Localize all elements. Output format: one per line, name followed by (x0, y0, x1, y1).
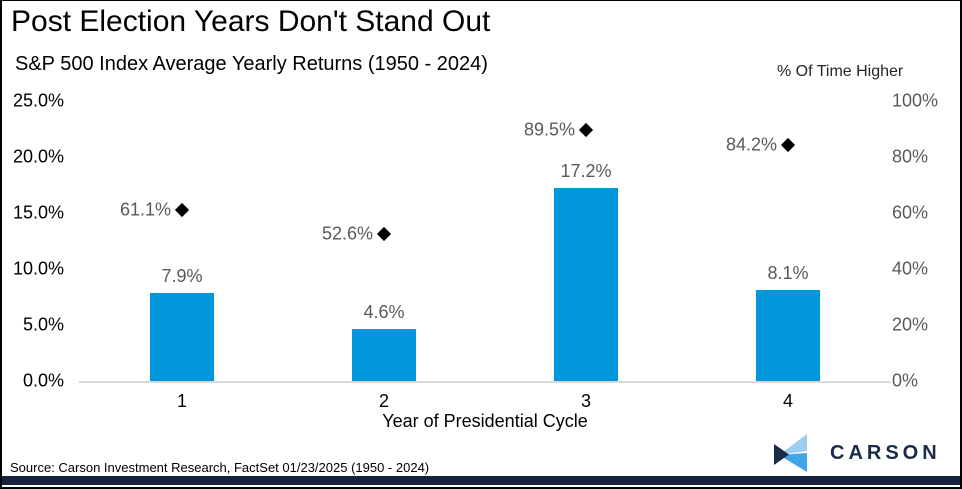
x-axis-tick-label: 4 (782, 391, 794, 411)
marker-value-label: 84.2% (725, 134, 777, 155)
right-axis-tick-label: 40% (892, 258, 929, 279)
left-axis-ticks: 25.0% 20.0% 15.0% 10.0% 5.0% 0.0% (2, 91, 64, 391)
diamond-marker-icon (174, 202, 190, 217)
right-axis-tick-label: 0% (892, 370, 919, 391)
carson-logo-text: CARSON (830, 441, 941, 464)
chart-subtitle: S&P 500 Index Average Yearly Returns (19… (15, 53, 488, 75)
bar-value-label: 7.9% (161, 265, 203, 286)
return-bar (756, 290, 820, 381)
right-axis-ticks: 100% 80% 60% 40% 20% 0% (892, 91, 958, 391)
diamond-marker-icon (376, 226, 392, 241)
left-axis-tick-label: 20.0% (12, 146, 64, 167)
left-axis-tick-label: 25.0% (12, 90, 64, 111)
marker-value-label: 89.5% (523, 119, 575, 140)
carson-logo-icon (774, 434, 807, 472)
return-bar (150, 292, 214, 381)
category-column: 7.9% 61.1% 1 (81, 101, 283, 411)
category-column: 8.1% 84.2% 4 (687, 101, 889, 411)
right-axis-tick-label: 80% (892, 146, 929, 167)
right-axis-tick-label: 20% (892, 314, 929, 335)
diamond-marker-icon (780, 138, 796, 153)
x-axis-line (79, 381, 891, 383)
bottom-accent-bar (2, 476, 960, 485)
right-axis-tick-label: 100% (892, 90, 939, 111)
x-axis-tick-label: 2 (378, 391, 390, 411)
left-axis-tick-label: 15.0% (12, 202, 64, 223)
right-axis-tick-label: 60% (892, 202, 929, 223)
right-axis-title: % Of Time Higher (777, 63, 904, 80)
category-column: 4.6% 52.6% 2 (283, 101, 485, 411)
left-axis-tick-label: 5.0% (22, 314, 64, 335)
carson-logo: CARSON (774, 434, 941, 472)
marker-value-label: 52.6% (321, 223, 373, 244)
source-note: Source: Carson Investment Research, Fact… (10, 460, 430, 475)
marker-value-label: 61.1% (119, 199, 171, 220)
category-column: 17.2% 89.5% 3 (485, 101, 687, 411)
chart-title: Post Election Years Don't Stand Out (11, 5, 491, 38)
bar-value-label: 8.1% (767, 263, 809, 284)
x-axis-title: Year of Presidential Cycle (382, 411, 588, 431)
plot-area: 7.9% 61.1% 1 4.6% 52.6% 2 17.2% 89.5% 3 8.1% 84.2%… (79, 101, 891, 411)
bar-value-label: 4.6% (363, 302, 405, 323)
return-bar (554, 188, 618, 381)
left-axis-tick-label: 10.0% (12, 258, 64, 279)
x-axis-tick-label: 3 (580, 391, 592, 411)
diamond-marker-icon (578, 123, 594, 138)
bar-value-label: 17.2% (560, 161, 612, 182)
x-axis-tick-label: 1 (176, 391, 188, 411)
return-bar (352, 329, 416, 381)
left-axis-tick-label: 0.0% (22, 370, 64, 391)
